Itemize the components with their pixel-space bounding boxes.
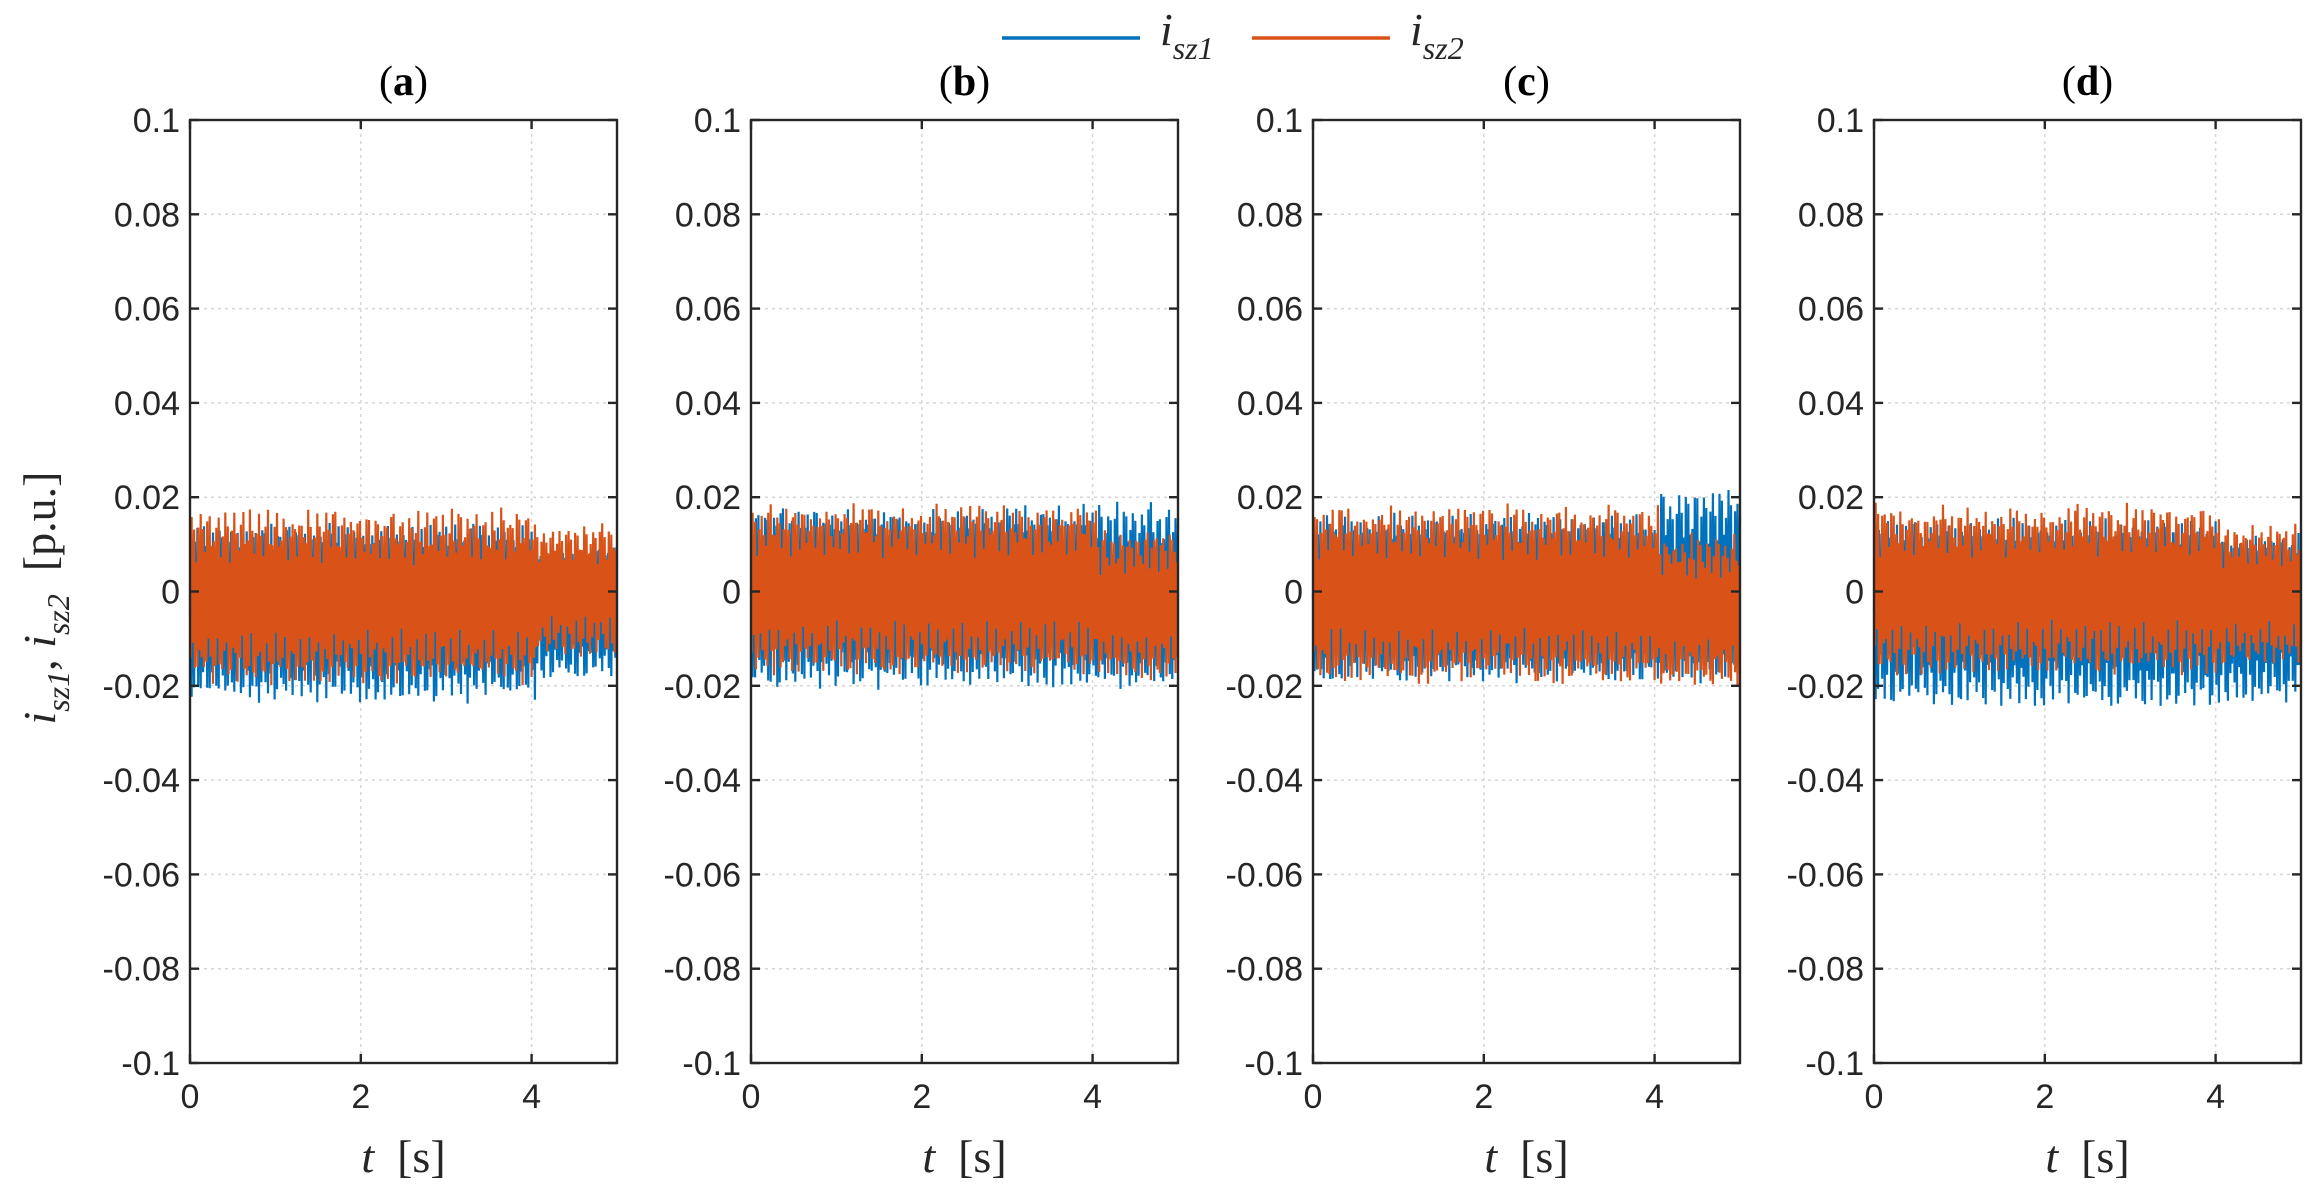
panel-title: (c): [1503, 59, 1550, 105]
y-tick-label: 0: [722, 574, 741, 612]
legend-label-isz1: isz1: [1160, 4, 1214, 66]
y-tick-label: 0: [1284, 574, 1303, 612]
legend: isz1 isz2: [1002, 4, 1464, 66]
y-tick-label: -0.02: [1226, 668, 1304, 706]
x-tick-label: 0: [1865, 1078, 1884, 1116]
y-tick-label: 0.08: [1798, 196, 1864, 234]
y-tick-label: 0.1: [133, 102, 180, 140]
panel-a: 0.1 0.08 0.06 0.04 0.02 0 -0.02 -0.04 -0.06 -0.08…: [103, 59, 619, 1182]
x-tick-label: 0: [181, 1078, 200, 1116]
series-isz2-line: [1311, 503, 1742, 686]
y-tick-label: 0.04: [1798, 385, 1864, 423]
y-tick-label: -0.1: [121, 1045, 180, 1083]
y-tick-label: -0.06: [103, 856, 181, 894]
y-tick-label: -0.04: [103, 762, 181, 800]
y-tick-label: -0.08: [1226, 951, 1304, 989]
y-tick-label: 0.04: [675, 385, 741, 423]
y-axis-label: isz1, isz2 [p.u.]: [14, 471, 76, 724]
y-tick-label: 0.06: [675, 291, 741, 329]
y-tick-label: 0.02: [114, 479, 180, 517]
x-tick-label: 2: [1474, 1078, 1493, 1116]
series-isz2-line: [749, 503, 1180, 681]
panel-title: (d): [2062, 59, 2113, 105]
legend-label-isz2: isz2: [1410, 4, 1464, 66]
series-isz2-line: [188, 507, 619, 686]
y-tick-label: -0.04: [1226, 762, 1304, 800]
y-tick-label: 0.1: [1817, 102, 1864, 140]
y-tick-label: 0.08: [1237, 196, 1303, 234]
y-tick-label: -0.02: [103, 668, 181, 706]
y-tick-label: 0.02: [1237, 479, 1303, 517]
y-tick-label: 0.02: [1798, 479, 1864, 517]
y-tick-label: 0.04: [1237, 385, 1303, 423]
y-tick-label: 0: [1845, 574, 1864, 612]
x-tick-label: 0: [742, 1078, 761, 1116]
y-tick-label: -0.04: [1787, 762, 1865, 800]
y-tick-label: 0.04: [114, 385, 180, 423]
y-tick-label: 0.06: [1237, 291, 1303, 329]
y-tick-label: -0.02: [1787, 668, 1865, 706]
y-tick-label: 0.02: [675, 479, 741, 517]
x-axis-label: t [s]: [361, 1131, 445, 1182]
x-axis-label: t [s]: [1484, 1131, 1568, 1182]
y-tick-label: 0.06: [114, 291, 180, 329]
x-tick-label: 2: [2035, 1078, 2054, 1116]
y-tick-label: -0.06: [664, 856, 742, 894]
x-tick-label: 4: [2206, 1078, 2225, 1116]
x-axis-label: t [s]: [2045, 1131, 2129, 1182]
panel-title: (a): [379, 59, 428, 105]
x-tick-label: 4: [522, 1078, 541, 1116]
y-tick-label: 0.1: [694, 102, 741, 140]
y-tick-label: -0.02: [664, 668, 742, 706]
x-axis-label: t [s]: [922, 1131, 1006, 1182]
y-tick-label: -0.06: [1226, 856, 1304, 894]
x-tick-label: 2: [351, 1078, 370, 1116]
panel-title: (b): [939, 59, 990, 105]
y-tick-label: 0.08: [114, 196, 180, 234]
series-isz2-line: [1872, 502, 2303, 676]
panel-d: 0.1 0.08 0.06 0.04 0.02 0 -0.02 -0.04 -0.06 -0.08…: [1787, 59, 2303, 1182]
y-tick-label: -0.08: [1787, 951, 1865, 989]
y-tick-label: -0.1: [1805, 1045, 1864, 1083]
y-tick-label: -0.04: [664, 762, 742, 800]
panel-c: 0.1 0.08 0.06 0.04 0.02 0 -0.02 -0.04 -0.06 -0.08…: [1226, 59, 1742, 1182]
y-tick-label: -0.08: [664, 951, 742, 989]
y-tick-label: 0.1: [1256, 102, 1303, 140]
x-tick-label: 2: [912, 1078, 931, 1116]
y-tick-label: 0.08: [675, 196, 741, 234]
x-tick-label: 4: [1083, 1078, 1102, 1116]
panel-b: 0.1 0.08 0.06 0.04 0.02 0 -0.02 -0.04 -0.06 -0.08…: [664, 59, 1180, 1182]
y-tick-label: -0.1: [682, 1045, 741, 1083]
y-tick-label: 0: [161, 574, 180, 612]
y-tick-label: -0.06: [1787, 856, 1865, 894]
y-tick-label: -0.1: [1244, 1045, 1303, 1083]
y-tick-label: 0.06: [1798, 291, 1864, 329]
y-tick-label: -0.08: [103, 951, 181, 989]
x-tick-label: 0: [1304, 1078, 1323, 1116]
x-tick-label: 4: [1645, 1078, 1664, 1116]
